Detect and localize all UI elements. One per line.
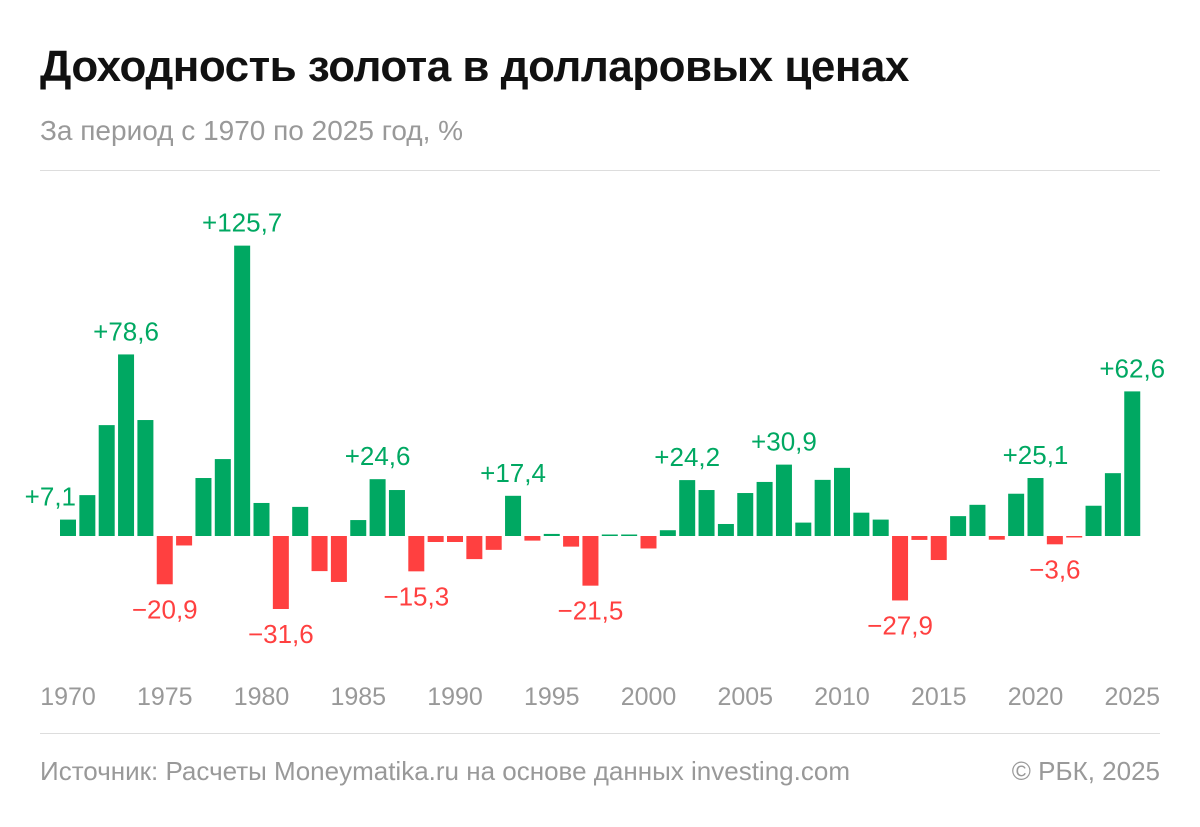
bar-2010	[834, 467, 850, 536]
bar-2006	[756, 481, 773, 536]
data-label-2020: +25,1	[1003, 440, 1069, 470]
bar-1993	[505, 495, 522, 536]
bar-1978	[214, 459, 231, 536]
bar-1999	[621, 534, 638, 536]
bar-2022	[1066, 536, 1083, 538]
bottom-divider	[40, 733, 1160, 734]
x-tick-label: 1990	[427, 683, 483, 711]
x-tick-label: 2020	[1008, 683, 1064, 711]
bar-1984	[330, 536, 347, 582]
bar-2023	[1085, 505, 1102, 536]
data-label-1975: −20,9	[132, 594, 198, 624]
bar-2009	[814, 479, 831, 536]
copyright: © РБК, 2025	[1011, 756, 1160, 786]
bar-1994	[524, 536, 541, 541]
x-tick-label: 2025	[1104, 683, 1160, 711]
bar-2004	[717, 523, 734, 536]
bar-2012	[872, 519, 889, 536]
bar-1995	[543, 533, 560, 536]
bar-2007	[775, 464, 792, 536]
data-label-1979: +125,7	[202, 208, 282, 238]
data-label-1988: −15,3	[383, 581, 449, 611]
x-tick-label: 1995	[524, 683, 580, 711]
bar-1989	[427, 536, 444, 543]
bar-2005	[737, 493, 754, 536]
x-tick-label: 2000	[621, 683, 677, 711]
bar-1982	[292, 506, 309, 536]
bar-2024	[1104, 473, 1121, 536]
data-label-2013: −27,9	[867, 610, 933, 640]
x-tick-label: 1970	[40, 683, 96, 711]
x-tick-label: 2015	[911, 683, 967, 711]
data-label-1973: +78,6	[93, 316, 159, 346]
x-tick-label: 1975	[137, 683, 193, 711]
data-label-1981: −31,6	[248, 619, 314, 649]
bar-1997	[582, 536, 599, 586]
bar-2003	[698, 490, 715, 536]
bar-2013	[892, 536, 909, 601]
data-label-2021: −3,6	[1029, 554, 1080, 584]
bar-1998	[601, 534, 618, 536]
bar-2000	[640, 536, 657, 549]
x-tick-label: 1985	[330, 683, 386, 711]
top-divider	[40, 170, 1160, 171]
source-note: Источник: Расчеты Moneymatika.ru на осно…	[40, 756, 850, 786]
bar-1973	[118, 354, 135, 536]
x-tick-label: 2005	[717, 683, 773, 711]
bar-2008	[795, 522, 812, 536]
bar-1996	[563, 536, 580, 547]
bar-1975	[156, 536, 173, 585]
data-label-2025: +62,6	[1099, 353, 1165, 383]
bar-2019	[1008, 493, 1025, 536]
bar-1970	[60, 519, 76, 536]
bar-1985	[350, 520, 367, 536]
data-label-1997: −21,5	[558, 596, 624, 626]
bar-1977	[195, 478, 212, 536]
bar-1981	[272, 536, 289, 609]
bar-2015	[930, 536, 947, 561]
chart-subtitle: За период с 1970 по 2025 год, %	[40, 115, 464, 146]
bar-2001	[659, 530, 676, 536]
data-label-1970: +7,1	[25, 482, 76, 512]
bar-1992	[485, 536, 502, 550]
bar-1983	[311, 536, 328, 572]
bar-1988	[408, 536, 425, 572]
bar-2016	[950, 516, 967, 536]
bar-1986	[369, 479, 386, 536]
bar-1990	[447, 536, 463, 543]
bar-1972	[98, 425, 115, 536]
bar-2020	[1027, 478, 1044, 536]
bar-1976	[176, 536, 193, 546]
bar-1980	[253, 502, 270, 536]
data-label-1986: +24,6	[345, 441, 411, 471]
data-label-2007: +30,9	[751, 427, 817, 457]
x-tick-label: 2010	[814, 683, 870, 711]
bar-2018	[988, 536, 1005, 540]
bar-2014	[911, 536, 928, 540]
x-tick-label: 1980	[234, 683, 290, 711]
bar-2002	[679, 480, 696, 536]
bar-2025	[1124, 391, 1141, 536]
bar-2017	[969, 504, 986, 536]
bar-1971	[79, 495, 96, 536]
data-label-2002: +24,2	[654, 442, 720, 472]
bar-2021	[1046, 536, 1063, 545]
bar-2011	[853, 512, 870, 536]
bar-1974	[137, 420, 154, 536]
data-label-1993: +17,4	[480, 458, 546, 488]
bar-1987	[388, 490, 405, 536]
chart-title: Доходность золота в долларовых ценах	[40, 42, 909, 91]
bar-1991	[466, 536, 483, 560]
bar-1979	[234, 245, 251, 536]
